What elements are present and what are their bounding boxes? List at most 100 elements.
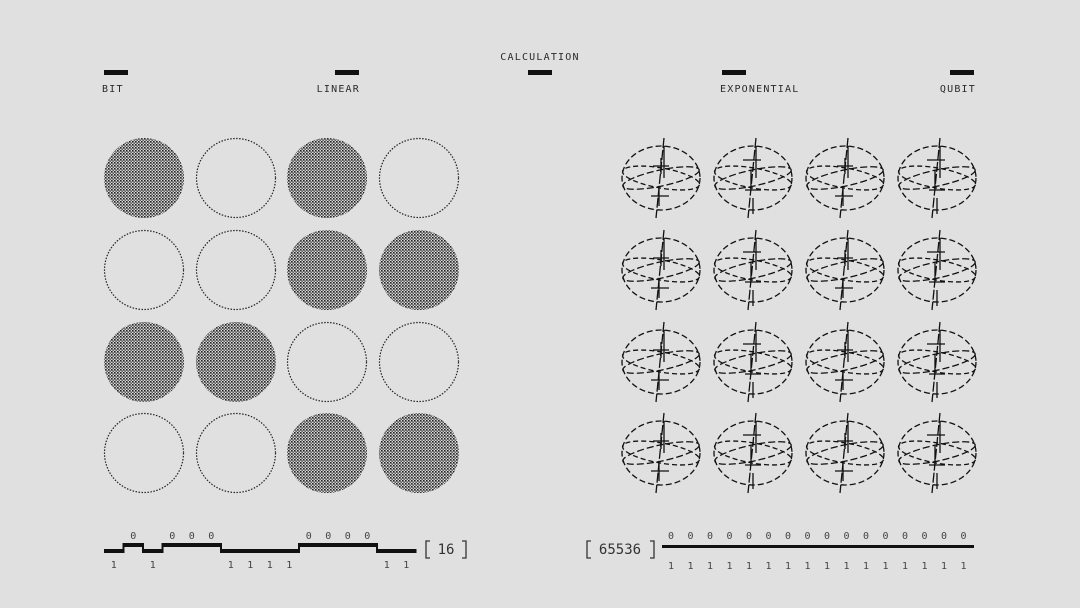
- sphere-ring: [806, 350, 884, 374]
- cross-marker: [745, 373, 761, 398]
- qubit-one-label: 1: [668, 561, 674, 572]
- qubit-zero-label: 0: [843, 531, 849, 542]
- sphere-axis: [747, 321, 757, 403]
- qubit-label: QUBIT: [940, 84, 976, 95]
- sphere-ring: [806, 441, 884, 465]
- cross-marker: [651, 461, 669, 481]
- qubit-sphere-icon: [897, 321, 977, 403]
- qubit-sphere-icon: [897, 412, 977, 494]
- qubit-zero-label: 0: [765, 531, 771, 542]
- sphere-outline: [805, 329, 885, 395]
- cross-marker: [929, 373, 945, 398]
- bit-one-label: 1: [286, 560, 292, 571]
- bit-one-label: 1: [228, 560, 234, 571]
- cross-marker: [651, 278, 669, 298]
- qubit-one-label: 1: [960, 561, 966, 572]
- bit-label: BIT: [102, 84, 124, 95]
- bit-one-label: 1: [403, 560, 409, 571]
- sphere-axis: [747, 229, 757, 311]
- bit-one-label: 1: [150, 560, 156, 571]
- sphere-outline: [805, 420, 885, 486]
- qubit-sphere-icon: [805, 321, 885, 403]
- bit-circle-one: [104, 138, 184, 218]
- cross-marker: [835, 186, 853, 206]
- qubit-zero-label: 0: [726, 531, 732, 542]
- cross-marker: [743, 251, 761, 282]
- bit-circle-zero: [195, 412, 277, 494]
- bit-marker: [104, 70, 128, 75]
- cross-marker: [653, 433, 669, 449]
- qubit-sphere-icon: [713, 412, 793, 494]
- sphere-axis: [655, 229, 665, 311]
- sphere-ring: [622, 350, 700, 374]
- qubit-zero-label: 0: [921, 531, 927, 542]
- cross-marker: [745, 464, 761, 489]
- calculation-label: CALCULATION: [500, 52, 579, 63]
- sphere-axis: [931, 137, 941, 219]
- qubit-sphere-icon: [621, 412, 701, 494]
- bit-circle-one: [287, 230, 367, 310]
- cross-marker: [743, 343, 761, 374]
- sphere-axis: [931, 412, 941, 494]
- sphere-ring: [622, 441, 700, 465]
- qubit-zero-label: 0: [785, 531, 791, 542]
- bit-grid: [103, 137, 460, 494]
- sphere-axis: [839, 412, 849, 494]
- qubit-sphere-icon: [621, 321, 701, 403]
- qubit-one-label: 1: [941, 561, 947, 572]
- qubit-one-label: 1: [785, 561, 791, 572]
- qubit-one-label: 1: [726, 561, 732, 572]
- qubit-zero-label: 0: [804, 531, 810, 542]
- cross-marker: [837, 342, 853, 358]
- cross-marker: [743, 434, 761, 465]
- sphere-outline: [621, 420, 701, 486]
- sphere-axis: [931, 229, 941, 311]
- cross-marker: [651, 370, 669, 390]
- sphere-axis: [839, 229, 849, 311]
- qubit-zero-label: 0: [746, 531, 752, 542]
- exponential-marker: [722, 70, 746, 75]
- bit-circle-one: [287, 138, 367, 218]
- sphere-ring: [806, 166, 884, 190]
- bit-zero-label: 0: [306, 531, 312, 542]
- bit-transition: [161, 543, 164, 553]
- qubit-zero-label: 0: [687, 531, 693, 542]
- qubit-sphere-icon: [713, 321, 793, 403]
- bit-segment: [182, 543, 202, 547]
- cross-marker: [653, 158, 669, 174]
- superposition-line: [662, 545, 974, 548]
- qubit-zero-label: 0: [824, 531, 830, 542]
- bit-one-label: 1: [247, 560, 253, 571]
- bit-zero-label: 0: [345, 531, 351, 542]
- cross-marker: [743, 159, 761, 190]
- bit-zero-label: 0: [208, 531, 214, 542]
- sphere-outline: [621, 329, 701, 395]
- sphere-axis: [839, 137, 849, 219]
- linear-marker: [335, 70, 359, 75]
- bit-segment: [318, 543, 339, 547]
- cross-marker: [929, 281, 945, 306]
- cross-marker: [927, 159, 945, 190]
- sphere-ring: [806, 258, 884, 282]
- bit-circle-zero: [195, 137, 277, 219]
- bit-one-label: 1: [267, 560, 273, 571]
- exponential-label: EXPONENTIAL: [720, 84, 799, 95]
- cross-marker: [929, 189, 945, 214]
- bit-zero-label: 0: [364, 531, 370, 542]
- cross-marker: [653, 342, 669, 358]
- bit-circle-zero: [286, 321, 368, 403]
- qubit-sphere-icon: [805, 229, 885, 311]
- qubit-one-label: 1: [921, 561, 927, 572]
- qubit-one-label: 1: [863, 561, 869, 572]
- qubit-state-count: 65536: [599, 542, 641, 558]
- cross-marker: [651, 186, 669, 206]
- bit-circle-zero: [378, 137, 460, 219]
- cross-marker: [927, 251, 945, 282]
- bit-segment: [279, 549, 300, 553]
- bit-circle-zero: [378, 321, 460, 403]
- bit-transition: [122, 543, 125, 553]
- sphere-outline: [621, 145, 701, 211]
- sphere-outline: [621, 237, 701, 303]
- bit-circle-zero: [195, 229, 277, 311]
